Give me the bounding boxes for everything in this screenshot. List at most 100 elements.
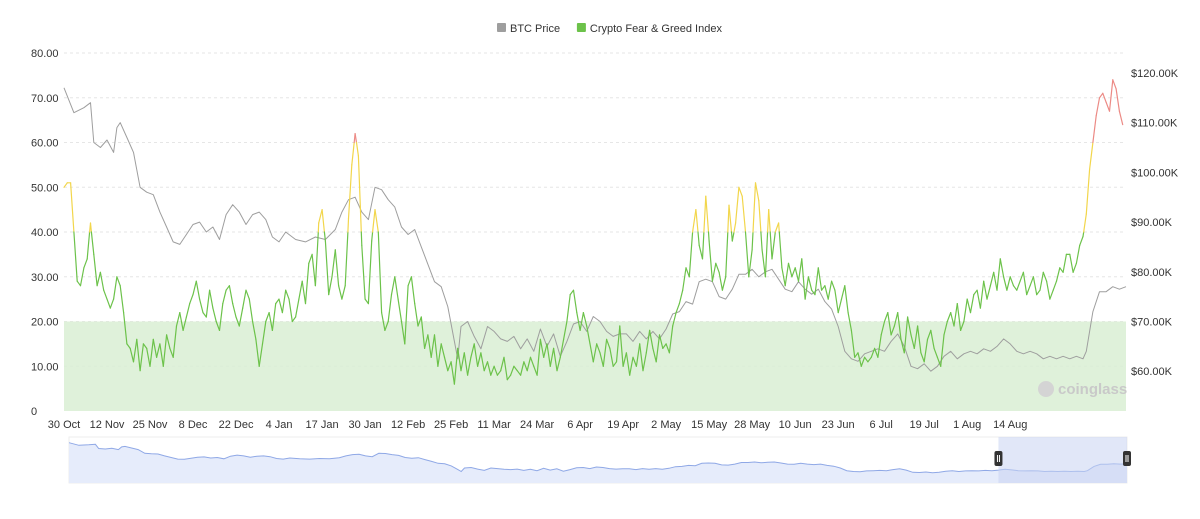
fear-greed-segment [368, 241, 371, 304]
fear-greed-segment [315, 232, 318, 286]
fear-greed-segment [683, 268, 686, 290]
fear-greed-segment [348, 219, 349, 232]
fear-greed-segment [746, 232, 749, 277]
fear-greed-segment [398, 299, 401, 321]
fear-greed-segment [822, 286, 825, 291]
fear-greed-segment [104, 290, 107, 299]
fear-greed-segment [785, 263, 788, 285]
fear-greed-segment [1017, 281, 1020, 290]
y-left-tick-5: 50.00 [31, 182, 59, 194]
y-left-tick-7: 70.00 [31, 93, 59, 105]
fear-greed-segment [349, 165, 352, 219]
fear-greed-segment [753, 183, 756, 232]
x-tick-9: 25 Feb [434, 419, 468, 431]
navigator-selection [998, 437, 1127, 483]
fear-greed-segment [825, 286, 828, 299]
coinglass-text: coinglass [1058, 381, 1127, 398]
fear-greed-segment [779, 223, 780, 232]
fear-greed-segment [1096, 98, 1099, 116]
fear-greed-segment [233, 304, 236, 317]
fear-greed-segment [693, 210, 696, 232]
fear-greed-segment [832, 281, 835, 290]
fear-greed-segment [772, 232, 775, 259]
fear-greed-segment [411, 277, 414, 304]
range-navigator[interactable] [69, 437, 1131, 483]
navigator-handle-right[interactable] [1123, 451, 1131, 466]
fear-greed-segment [749, 250, 752, 277]
fear-greed-segment [282, 290, 285, 312]
fear-greed-segment [213, 308, 216, 321]
fear-greed-segment [362, 245, 365, 299]
fear-greed-segment [947, 313, 950, 322]
fear-greed-segment [229, 286, 232, 304]
fear-greed-segment [1027, 286, 1030, 295]
fear-greed-segment [967, 299, 970, 313]
fear-greed-segment [756, 183, 759, 201]
fear-greed-segment [1040, 272, 1043, 290]
fear-greed-segment [392, 277, 395, 295]
fear-greed-segment [726, 232, 728, 277]
x-tick-5: 4 Jan [266, 419, 293, 431]
y-left-tick-6: 60.00 [31, 138, 59, 150]
fear-greed-segment [1090, 143, 1093, 170]
fear-greed-segment [997, 259, 1000, 290]
navigator-handle-left[interactable] [994, 451, 1002, 466]
fear-greed-segment [818, 268, 821, 290]
y-left-tick-2: 20.00 [31, 317, 59, 329]
fear-greed-segment [345, 232, 348, 286]
fear-greed-segment [289, 299, 292, 321]
y-left-tick-1: 10.00 [31, 361, 59, 373]
fear-greed-segment [1110, 80, 1113, 111]
fear-greed-segment [200, 299, 203, 313]
y-right-tick-5: $110.00K [1131, 118, 1178, 130]
y-right-tick-2: $80.00K [1131, 267, 1173, 279]
fear-greed-segment [352, 143, 354, 165]
fear-greed-segment [709, 241, 712, 281]
fear-greed-segment [110, 299, 113, 308]
x-tick-7: 30 Jan [349, 419, 382, 431]
legend-swatch-0 [497, 23, 506, 32]
fear-greed-segment [357, 143, 359, 156]
fear-greed-segment [107, 299, 110, 308]
fear-greed-segment [1060, 268, 1063, 273]
fear-greed-segment [719, 272, 722, 290]
x-tick-6: 17 Jan [306, 419, 339, 431]
fear-greed-segment [1116, 89, 1119, 111]
fear-greed-segment [395, 277, 398, 299]
fear-greed-segment [335, 250, 338, 286]
x-tick-3: 8 Dec [179, 419, 208, 431]
fear-greed-segment [574, 290, 577, 312]
fear-greed-segment [286, 290, 289, 299]
fear-greed-segment [1014, 286, 1017, 291]
y-right-tick-3: $90.00K [1131, 217, 1173, 229]
x-tick-22: 14 Aug [993, 419, 1027, 431]
y-left-tick-0: 0 [31, 406, 37, 418]
fear-greed-segment [373, 210, 375, 232]
fear-greed-segment [1023, 272, 1026, 294]
fear-greed-segment [795, 268, 798, 281]
fear-greed-segment [1050, 290, 1053, 299]
fear-greed-segment [706, 196, 709, 232]
fear-greed-segment [361, 232, 362, 245]
x-tick-18: 23 Jun [822, 419, 855, 431]
fear-greed-segment [372, 232, 373, 241]
fear-greed-segment [302, 281, 305, 303]
fear-greed-segment [838, 299, 841, 313]
fear-greed-segment [990, 272, 993, 285]
fear-greed-segment [332, 250, 335, 277]
fear-greed-segment [388, 295, 391, 322]
fear-greed-segment [769, 210, 771, 232]
fear-greed-segment [742, 196, 745, 232]
x-tick-21: 1 Aug [953, 419, 981, 431]
fear-greed-segment [703, 232, 704, 259]
y-left-tick-4: 40.00 [31, 227, 59, 239]
y-axis-left: 010.0020.0030.0040.0050.0060.0070.0080.0… [31, 48, 59, 418]
fear-greed-segment [689, 232, 692, 277]
y-right-tick-0: $60.00K [1131, 366, 1173, 378]
fear-greed-segment [994, 272, 997, 290]
fear-greed-segment [1086, 169, 1089, 214]
fear-greed-segment [1070, 254, 1073, 272]
